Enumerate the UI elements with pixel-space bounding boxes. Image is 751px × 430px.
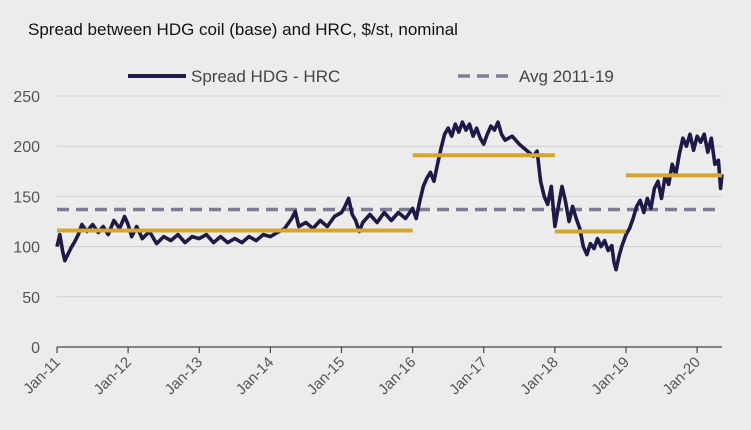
x-tick-label: Jan-20 xyxy=(659,354,703,398)
legend-label-spread: Spread HDG - HRC xyxy=(191,67,340,86)
y-tick-label: 0 xyxy=(31,340,40,357)
y-tick-label: 150 xyxy=(13,189,40,206)
legend: Spread HDG - HRC Avg 2011-19 xyxy=(128,67,614,86)
period-average-lines xyxy=(57,153,722,234)
x-tick-label: Jan-14 xyxy=(233,354,277,398)
chart-title: Spread between HDG coil (base) and HRC, … xyxy=(28,20,458,39)
y-tick-label: 100 xyxy=(13,240,40,257)
spread-hdg-hrc-line xyxy=(55,120,724,272)
x-tick-label: Jan-15 xyxy=(304,354,348,398)
x-tick-label: Jan-16 xyxy=(375,354,419,398)
y-axis-ticks: 0 50 100 150 200 250 xyxy=(13,89,40,357)
y-tick-label: 200 xyxy=(13,139,40,156)
x-tick-label: Jan-11 xyxy=(20,354,64,398)
legend-label-avg: Avg 2011-19 xyxy=(519,67,614,86)
y-gridlines xyxy=(57,95,722,298)
x-tick-label: Jan-18 xyxy=(517,354,561,398)
x-tick-label: Jan-12 xyxy=(90,354,134,398)
x-tick-label: Jan-17 xyxy=(446,354,490,398)
x-tick-label: Jan-19 xyxy=(588,354,632,398)
x-axis-ticks: Jan-11 Jan-12 Jan-13 Jan-14 Jan-15 Jan-16 Jan-… xyxy=(20,354,704,398)
y-tick-label: 250 xyxy=(13,89,40,106)
series-lines xyxy=(55,120,724,272)
x-tick-label: Jan-13 xyxy=(162,354,206,398)
y-tick-label: 50 xyxy=(22,290,40,307)
x-axis xyxy=(56,346,722,353)
